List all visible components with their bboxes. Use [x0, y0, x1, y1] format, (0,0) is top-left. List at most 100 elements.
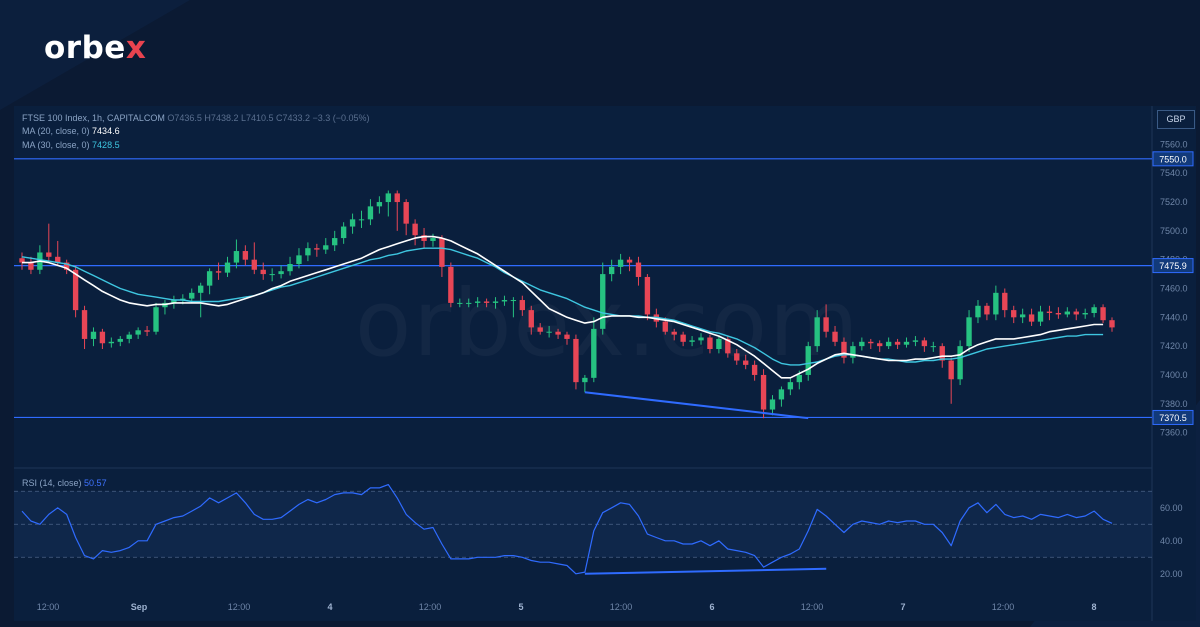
candle-body: [144, 330, 150, 332]
candle-body: [671, 331, 677, 335]
candle-body: [19, 258, 25, 263]
candle-body: [358, 219, 365, 221]
candle-body: [215, 271, 222, 273]
candle-body: [474, 301, 481, 303]
candle-body: [376, 202, 383, 207]
candle-body: [984, 305, 990, 315]
x-tick-label: 7: [900, 602, 905, 612]
candle-body: [349, 219, 356, 227]
orbex-logo: orbex: [44, 30, 147, 66]
candle-body: [1019, 314, 1026, 318]
candle-body: [939, 346, 945, 361]
x-tick-label: 12:00: [37, 602, 60, 612]
x-tick-label: 8: [1091, 602, 1096, 612]
currency-button[interactable]: GBP: [1157, 110, 1195, 129]
candle-body: [224, 262, 231, 273]
ma20-line: [22, 235, 1104, 379]
x-tick-label: 6: [709, 602, 714, 612]
legend-ma20: MA (20, close, 0) 7434.6: [22, 126, 120, 136]
level-label: 7475.9: [1159, 261, 1187, 271]
candle-body: [403, 202, 409, 224]
price-tick-label: 7540.0: [1160, 168, 1188, 178]
candle-body: [171, 300, 177, 303]
candle-body: [63, 262, 70, 270]
candle-body: [564, 334, 570, 339]
candle-body: [644, 276, 651, 315]
candle-body: [394, 193, 400, 203]
candle-body: [796, 374, 802, 383]
candle-body: [412, 223, 418, 236]
candle-body: [662, 321, 668, 332]
candle-body: [617, 259, 624, 267]
candle-body: [689, 340, 695, 342]
candle-body: [751, 364, 758, 375]
legend-ma30-label: MA (30, close, 0): [22, 140, 90, 150]
candle-body: [707, 337, 713, 350]
price-tick-label: 7400.0: [1160, 370, 1188, 380]
price-tick-label: 7360.0: [1160, 428, 1188, 438]
candle-body: [385, 193, 391, 203]
candle-body: [832, 331, 838, 342]
candle-body: [117, 338, 123, 342]
candle-body: [885, 341, 892, 347]
candle-body: [823, 317, 829, 332]
candle-body: [206, 271, 213, 286]
candle-body: [126, 334, 132, 339]
candle-body: [340, 226, 347, 239]
price-tick-label: 7500.0: [1160, 226, 1188, 236]
x-tick-label: 12:00: [801, 602, 824, 612]
candle-body: [1028, 314, 1035, 322]
rsi-line: [21, 484, 1113, 575]
candle-body: [287, 264, 293, 272]
candle-body: [743, 360, 749, 365]
candle-body: [528, 310, 534, 328]
candle-body: [332, 238, 338, 246]
candle-body: [1100, 307, 1106, 321]
candle-body: [510, 300, 517, 302]
legend-rsi-label: RSI (14, close): [22, 478, 82, 488]
candle-body: [868, 341, 874, 344]
candle-body: [725, 338, 731, 354]
legend-rsi: RSI (14, close) 50.57: [22, 478, 107, 488]
candle-body: [921, 340, 928, 347]
legend-ma20-value: 7434.6: [92, 126, 120, 136]
ma30-line: [21, 247, 1104, 366]
candle-body: [591, 328, 597, 378]
candle-body: [367, 206, 374, 220]
candle-body: [537, 327, 543, 332]
price-tick-label: 7560.0: [1160, 139, 1188, 149]
price-tick-label: 7420.0: [1160, 341, 1188, 351]
candle-body: [198, 285, 204, 293]
legend-rsi-value: 50.57: [84, 478, 107, 488]
candle-body: [483, 301, 490, 303]
candle-body: [600, 274, 606, 329]
candle-body: [805, 346, 811, 375]
price-tick-label: 7520.0: [1160, 197, 1188, 207]
candle-body: [555, 331, 561, 335]
candle-body: [242, 251, 249, 260]
candle-body: [135, 330, 141, 335]
candle-body: [1109, 320, 1115, 328]
rsi-tick-label: 60.00: [1160, 503, 1183, 513]
candle-body: [421, 235, 427, 241]
x-tick-label: 12:00: [992, 602, 1015, 612]
candle-body: [930, 346, 936, 348]
candle-body: [948, 360, 954, 380]
candle-body: [626, 259, 633, 263]
candle-body: [912, 340, 919, 342]
candle-body: [269, 274, 275, 276]
candle-body: [108, 341, 115, 344]
candle-body: [814, 317, 820, 347]
candle-body: [46, 252, 52, 257]
candle-body: [1011, 310, 1017, 318]
candle-body: [582, 377, 588, 383]
chart-panel: [14, 106, 1196, 621]
candle-body: [716, 338, 722, 350]
candle-body: [608, 266, 615, 275]
legend-ma30: MA (30, close, 0) 7428.5: [22, 140, 120, 150]
candle-body: [501, 300, 508, 302]
x-tick-label: 4: [327, 602, 332, 612]
legend-ma20-label: MA (20, close, 0): [22, 126, 90, 136]
level-label-box: [1152, 151, 1194, 167]
